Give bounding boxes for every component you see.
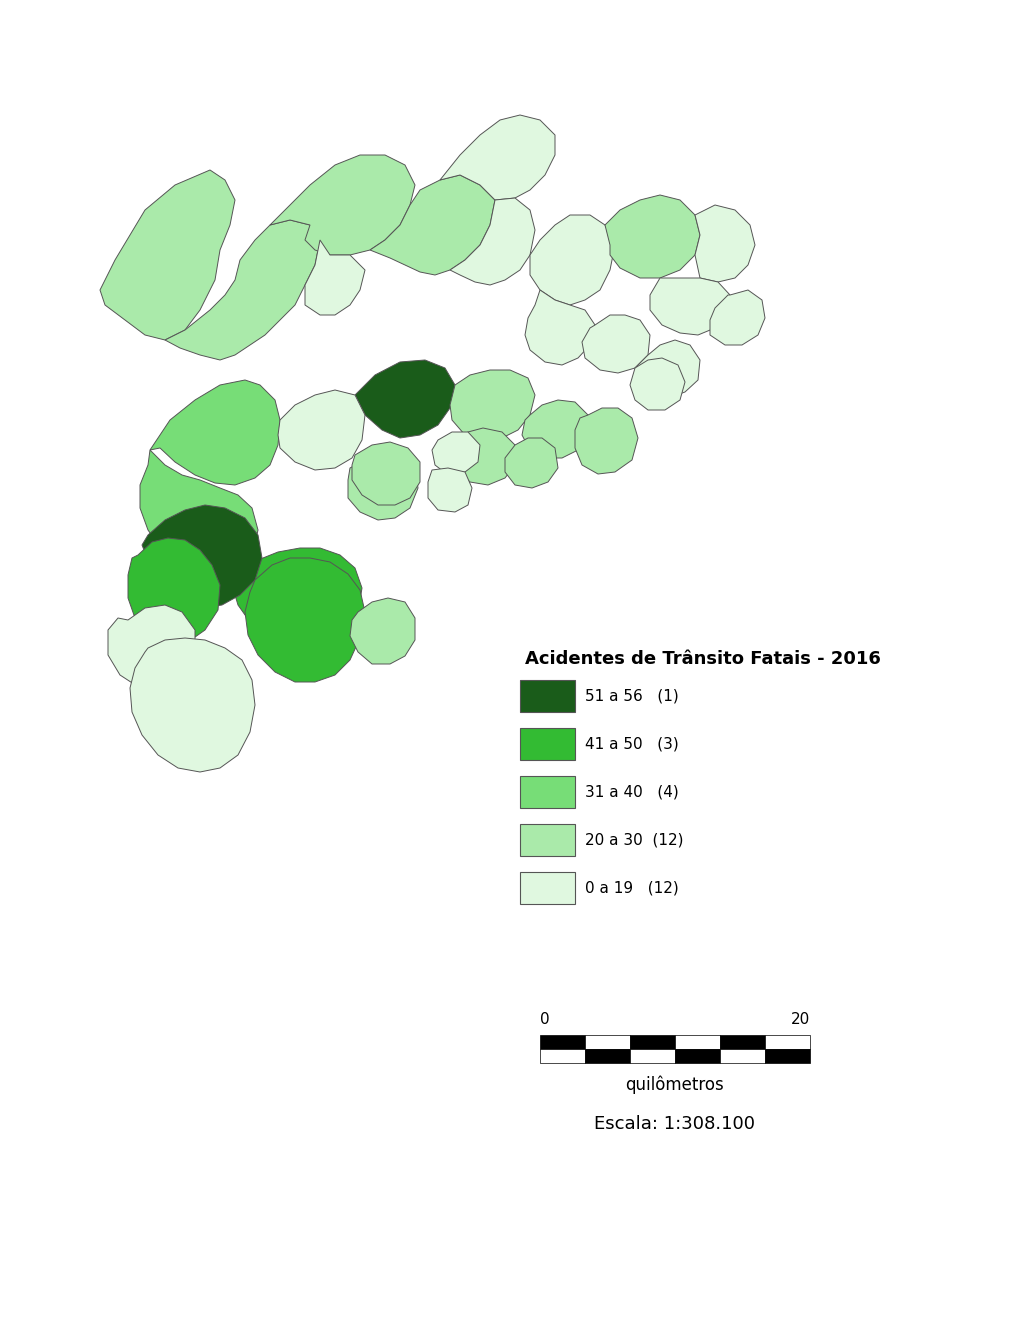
Polygon shape [140,451,258,578]
Bar [675,1049,720,1063]
Polygon shape [278,390,365,470]
Polygon shape [352,443,420,505]
Polygon shape [450,370,535,440]
Polygon shape [350,598,415,664]
Polygon shape [245,558,365,682]
Polygon shape [522,400,588,458]
Bar [720,1049,765,1063]
Polygon shape [710,290,765,344]
Polygon shape [348,454,418,519]
Text: Escala: 1:308.100: Escala: 1:308.100 [595,1116,756,1133]
Bar [585,1049,630,1063]
Polygon shape [650,278,730,335]
Text: 0 a 19   (12): 0 a 19 (12) [585,881,679,896]
Bar [520,727,575,761]
Polygon shape [695,205,755,282]
Text: Acidentes de Trânsito Fatais - 2016: Acidentes de Trânsito Fatais - 2016 [525,651,881,668]
Polygon shape [355,360,455,439]
Bar [630,1049,675,1063]
Polygon shape [525,290,595,364]
Polygon shape [270,155,415,254]
Polygon shape [108,606,195,688]
Polygon shape [370,175,495,276]
Polygon shape [432,432,480,474]
Polygon shape [582,315,650,374]
Text: 41 a 50   (3): 41 a 50 (3) [585,737,679,751]
Polygon shape [630,358,685,409]
Polygon shape [165,220,319,360]
Bar [765,1035,810,1049]
Text: 51 a 56   (1): 51 a 56 (1) [585,689,679,704]
Polygon shape [232,549,362,651]
Text: 0: 0 [540,1012,550,1027]
Bar [520,680,575,712]
Polygon shape [450,428,515,485]
Text: 31 a 40   (4): 31 a 40 (4) [585,784,679,799]
Bar [540,1049,585,1063]
Polygon shape [428,468,472,511]
Bar [540,1035,585,1049]
Bar [765,1049,810,1063]
Bar [520,776,575,808]
Polygon shape [142,505,262,608]
Bar [720,1035,765,1049]
Bar [520,824,575,856]
Polygon shape [605,195,700,278]
Polygon shape [440,115,555,200]
Polygon shape [450,197,535,285]
Polygon shape [130,639,255,772]
Text: 20: 20 [791,1012,810,1027]
Polygon shape [530,215,615,305]
Bar [630,1035,675,1049]
Text: 20 a 30  (12): 20 a 30 (12) [585,832,683,848]
Polygon shape [575,408,638,474]
Polygon shape [150,380,280,485]
Polygon shape [505,439,558,488]
Bar [675,1035,720,1049]
Polygon shape [128,538,220,645]
Polygon shape [100,170,234,341]
Polygon shape [305,240,365,315]
Polygon shape [635,341,700,398]
Text: quilômetros: quilômetros [626,1075,724,1093]
Bar [520,872,575,904]
Bar [585,1035,630,1049]
